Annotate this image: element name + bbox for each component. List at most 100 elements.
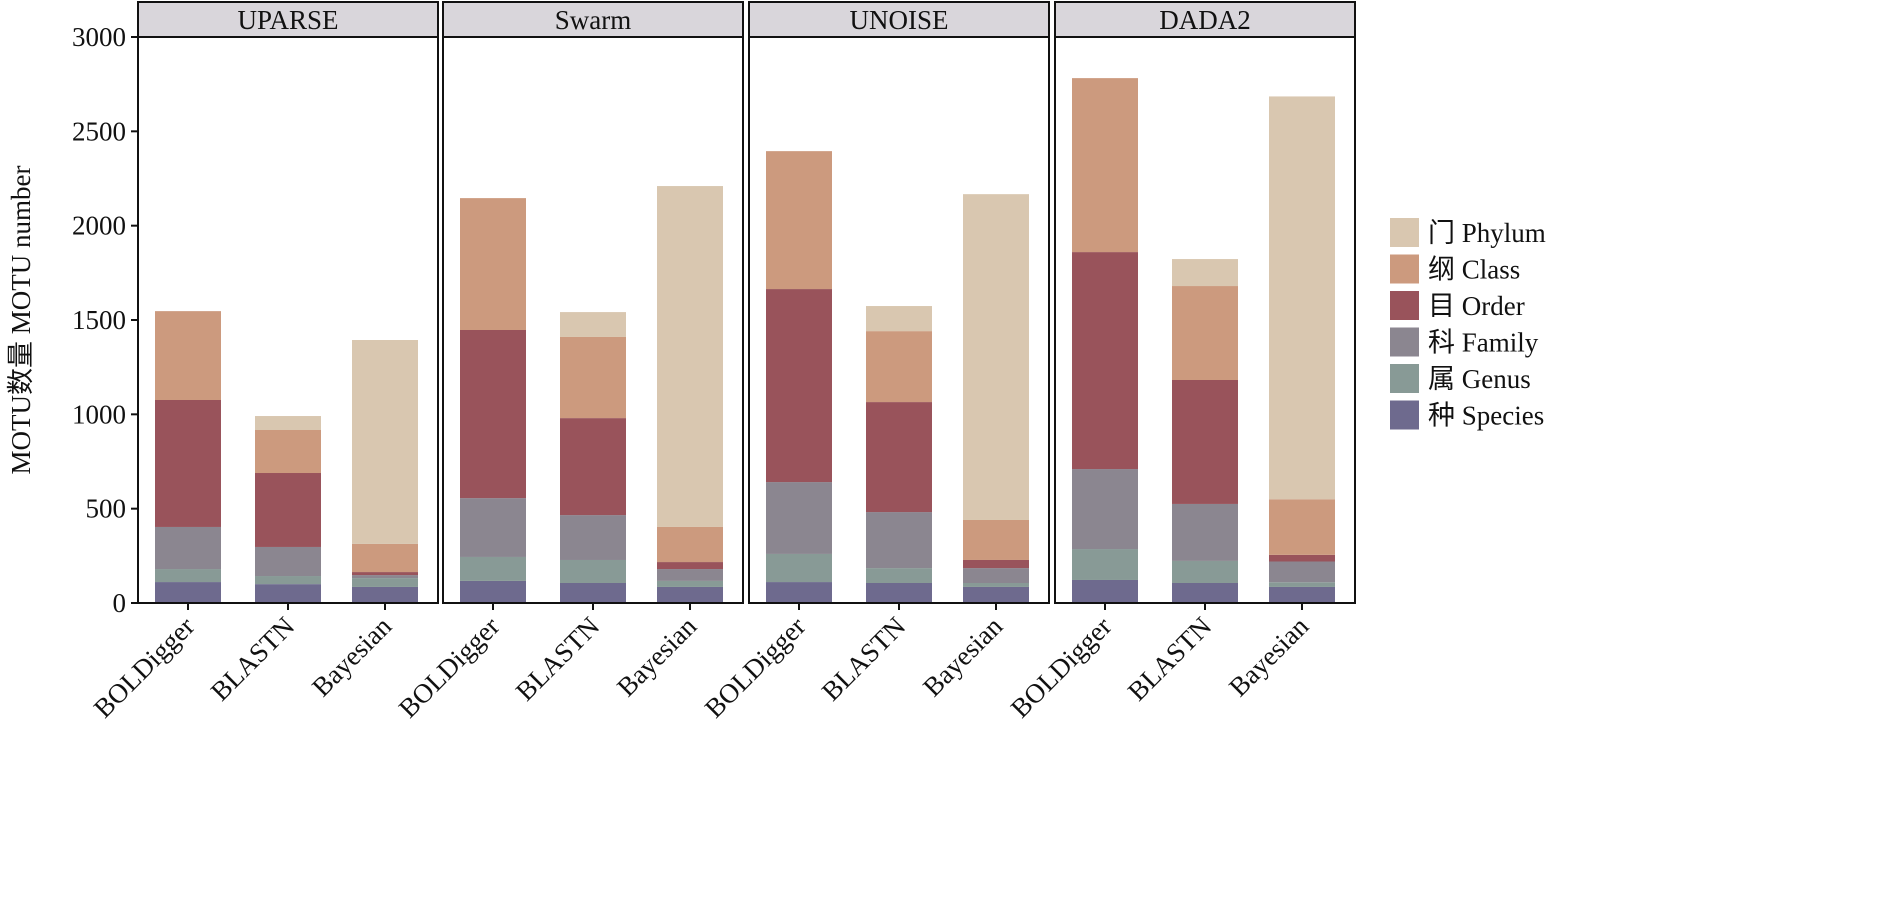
bar-segment-species-bayesian <box>657 586 723 603</box>
panel-unoise: UNOISE BOLDigger BLASTN Bayesian <box>699 1 1050 723</box>
bar-segment-genus-bayesian <box>963 583 1029 587</box>
x-tick-label: Bayesian <box>611 611 703 703</box>
bar-segment-class-boldigger <box>155 311 221 400</box>
bar-segment-order-boldigger <box>460 329 526 499</box>
x-tick-label: BLASTN <box>816 611 911 706</box>
legend-swatch-order <box>1390 291 1419 320</box>
bar-segment-species-boldigger <box>460 580 526 603</box>
bar-segment-family-boldigger <box>766 482 832 554</box>
panel-border <box>442 36 744 604</box>
bar-segment-species-blastn <box>1172 583 1238 603</box>
legend-label-genus: 属 Genus <box>1428 364 1531 394</box>
panel-border <box>748 36 1050 604</box>
legend-swatch-genus <box>1390 364 1419 393</box>
legend-label-order: 目 Order <box>1428 291 1525 321</box>
x-tick-label: BOLDigger <box>699 611 811 723</box>
panel-strip <box>1054 1 1356 38</box>
bar-segment-order-bayesian <box>963 559 1029 569</box>
legend-swatch-class <box>1390 254 1419 284</box>
bar-segment-species-blastn <box>560 583 626 603</box>
bar-segment-order-bayesian <box>657 562 723 570</box>
bar-segment-species-boldigger <box>155 582 221 603</box>
bar-segment-genus-bayesian <box>657 580 723 587</box>
bar-segment-class-blastn <box>1172 286 1238 380</box>
legend-label-species: 种 Species <box>1428 401 1544 431</box>
bar-segment-family-blastn <box>255 546 321 577</box>
bar-segment-family-blastn <box>560 515 626 560</box>
bar-segment-genus-blastn <box>866 568 932 584</box>
bar-segment-species-blastn <box>866 583 932 603</box>
bar-segment-genus-boldigger <box>460 556 526 581</box>
bar-segment-genus-blastn <box>1172 560 1238 584</box>
bar-segment-family-blastn <box>1172 503 1238 561</box>
x-tick-label: BOLDigger <box>393 611 505 723</box>
x-tick-label: BLASTN <box>205 611 300 706</box>
y-tick-label: 1500 <box>72 305 126 335</box>
bar-segment-order-bayesian <box>1269 554 1335 562</box>
bar-segment-class-bayesian <box>963 519 1029 560</box>
panel-border <box>1054 36 1356 604</box>
bar-segment-phylum-blastn <box>1172 259 1238 287</box>
bar-segment-order-boldigger <box>766 289 832 483</box>
x-tick-label: Bayesian <box>917 611 1009 703</box>
bar-segment-species-blastn <box>255 584 321 603</box>
bar-segment-family-boldigger <box>155 526 221 570</box>
bar-segment-class-boldigger <box>766 151 832 290</box>
legend-label-phylum: 门 Phylum <box>1428 218 1546 248</box>
bar-segment-phylum-bayesian <box>1269 96 1335 500</box>
panel-swarm: Swarm BOLDigger BLASTN Bayesian <box>393 1 744 723</box>
bar-segment-family-boldigger <box>1072 469 1138 550</box>
bar-segment-class-bayesian <box>657 526 723 563</box>
bar-segment-species-bayesian <box>1269 586 1335 603</box>
bar-segment-class-blastn <box>560 336 626 419</box>
x-tick-label: BOLDigger <box>1005 611 1117 723</box>
bar-segment-order-boldigger <box>1072 252 1138 470</box>
y-tick-label: 2500 <box>72 116 126 146</box>
panel-title: UNOISE <box>850 5 949 35</box>
bar-segment-species-bayesian <box>352 586 418 603</box>
bar-segment-family-blastn <box>866 512 932 569</box>
bar-segment-order-boldigger <box>155 399 221 527</box>
legend: 门 Phylum 纲 Class 目 Order 科 Family 属 Genus 种 S… <box>1390 218 1546 431</box>
bar-segment-class-blastn <box>866 331 932 403</box>
bar-segment-genus-blastn <box>560 559 626 584</box>
bar-segment-genus-bayesian <box>352 578 418 587</box>
y-tick-label: 500 <box>86 494 127 524</box>
panel-strip <box>442 1 744 38</box>
legend-swatch-species <box>1390 400 1419 430</box>
legend-swatch-phylum <box>1390 218 1419 247</box>
bar-segment-class-boldigger <box>460 198 526 330</box>
bar-segment-phylum-blastn <box>255 416 321 430</box>
bar-segment-species-boldigger <box>1072 579 1138 603</box>
bar-segment-phylum-blastn <box>866 306 932 332</box>
bar-segment-genus-bayesian <box>1269 582 1335 587</box>
bar-segment-phylum-blastn <box>560 312 626 337</box>
panel-uparse: UPARSE BOLDigger BLASTN Bayesian <box>88 1 439 723</box>
panel-title: UPARSE <box>237 5 338 35</box>
bar-segment-genus-boldigger <box>766 553 832 583</box>
legend-swatch-family <box>1390 327 1419 357</box>
x-tick-label: BOLDigger <box>88 611 200 723</box>
x-tick-label: BLASTN <box>1122 611 1217 706</box>
panel-title: DADA2 <box>1159 5 1251 35</box>
bar-segment-order-blastn <box>255 473 321 547</box>
y-axis-label: MOTU数量 MOTU number <box>6 166 36 475</box>
y-tick-label: 2000 <box>72 211 126 241</box>
bar-segment-family-bayesian <box>1269 561 1335 583</box>
bar-segment-order-blastn <box>1172 379 1238 504</box>
panel-title: Swarm <box>555 5 632 35</box>
bar-segment-family-boldigger <box>460 498 526 557</box>
panel-border <box>137 36 439 604</box>
bar-segment-order-blastn <box>560 418 626 516</box>
x-tick-label: Bayesian <box>306 611 398 703</box>
bar-segment-class-bayesian <box>1269 499 1335 555</box>
bar-segment-species-boldigger <box>766 582 832 603</box>
bar-segment-species-bayesian <box>963 586 1029 603</box>
panel-dada2: DADA2 BOLDigger BLASTN Bayesian <box>1005 1 1356 723</box>
bar-segment-family-bayesian <box>657 569 723 581</box>
bar-segment-phylum-bayesian <box>657 186 723 527</box>
bar-segment-genus-blastn <box>255 576 321 585</box>
y-tick-label: 0 <box>113 588 127 618</box>
y-tick-label: 1000 <box>72 399 126 429</box>
